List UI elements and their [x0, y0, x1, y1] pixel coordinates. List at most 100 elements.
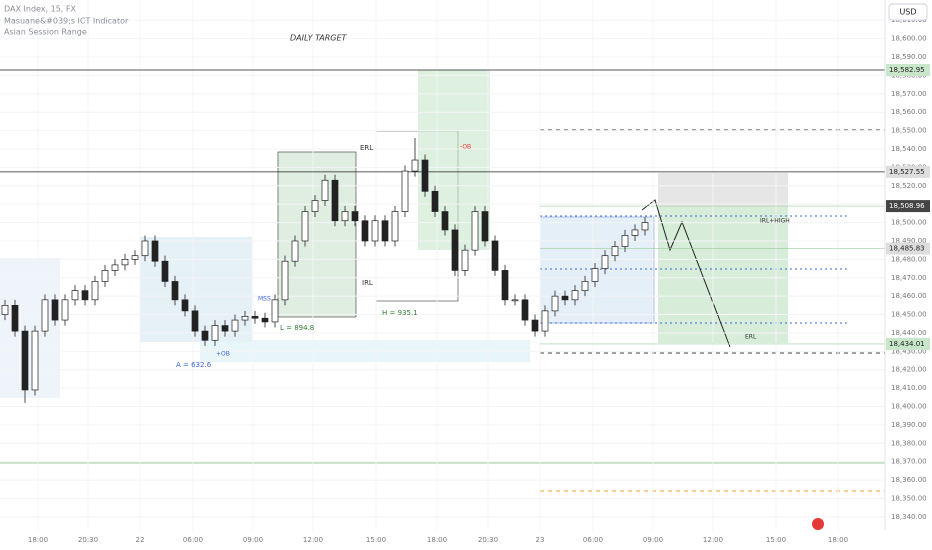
candle-body	[161, 260, 169, 282]
candle-body	[521, 299, 529, 321]
price-tag	[886, 63, 930, 76]
indicator: Asian Session Range	[4, 28, 87, 37]
candle-body	[511, 299, 519, 302]
y-tick-label: 18,420.00	[891, 366, 927, 374]
asian-range	[0, 258, 60, 398]
annotation: H = 935.1	[382, 309, 418, 317]
y-tick-label: 18,340.00	[891, 513, 927, 521]
candle-body	[581, 281, 589, 291]
candle-body	[171, 281, 179, 301]
candle-body	[31, 330, 39, 391]
y-tick-label: 18,380.00	[891, 439, 927, 447]
price-tag-label: 18,527.55	[889, 168, 925, 176]
candle-body	[381, 220, 389, 242]
y-tick-label: 18,500.00	[891, 219, 927, 227]
price-tag	[886, 337, 930, 350]
candle-body	[91, 281, 99, 301]
candle-body	[61, 299, 69, 321]
annotation: ERL	[745, 334, 757, 341]
risk-box	[658, 173, 788, 207]
candle-body	[81, 290, 89, 301]
candle-body	[261, 317, 269, 323]
axis: 18,340.00 18,350.00 18,360.00 18,370.00 18,3…	[28, 16, 930, 544]
x-tick-label: 15:00	[766, 536, 786, 544]
candle-body	[221, 325, 229, 332]
candle-body	[21, 330, 29, 391]
candle-body	[371, 220, 379, 242]
candle-body	[641, 222, 649, 231]
y-tick-label: 18,410.00	[891, 384, 927, 392]
y-tick-label: 18,430.00	[891, 347, 927, 355]
price-tag-label: 18,582.95	[889, 66, 925, 74]
target-box	[658, 207, 788, 343]
candle-body	[351, 211, 359, 222]
y-tick-label: 18,600.00	[891, 35, 927, 43]
candle-body	[421, 159, 429, 192]
x-tick-label: 20:30	[78, 536, 98, 544]
candle-body	[461, 249, 469, 271]
x-tick-label: 06:00	[183, 536, 203, 544]
range-box	[277, 151, 357, 318]
projection	[641, 199, 731, 348]
candle-body	[11, 305, 19, 332]
candle-body	[231, 319, 239, 332]
annotation: -OB	[460, 144, 471, 151]
x-tick-label: 20:30	[478, 536, 498, 544]
x-tick-label: 23	[536, 536, 545, 544]
price-axis	[885, 0, 932, 550]
candle-body	[191, 310, 199, 332]
annotation: DAILY TARGET	[290, 34, 348, 43]
candle-body	[181, 299, 189, 312]
candle-body	[361, 220, 369, 242]
candles	[1, 137, 649, 403]
candle-body	[101, 270, 109, 282]
x-tick-label: 09:00	[643, 536, 663, 544]
y-tick-label: 18,590.00	[891, 53, 927, 61]
candle-body	[251, 316, 259, 319]
y-tick-label: 18,400.00	[891, 403, 927, 411]
price-tag	[886, 165, 930, 178]
candle-body	[331, 179, 339, 222]
y-tick-label: 18,490.00	[891, 237, 927, 245]
candle-body	[631, 229, 639, 236]
annotation: IRL	[362, 279, 373, 287]
currency[interactable]: USD	[899, 8, 916, 17]
annotation: +OB	[216, 351, 230, 358]
candle-body	[141, 240, 149, 257]
annotation: L = 894.8	[280, 324, 314, 332]
candle-body	[151, 240, 159, 262]
candle-body	[491, 240, 499, 271]
candle-body	[441, 211, 449, 231]
price-tag-label: 18,485.83	[889, 245, 925, 253]
candle-body	[391, 211, 399, 242]
x-tick-label: 12:00	[303, 536, 323, 544]
y-tick-label: 18,390.00	[891, 421, 927, 429]
x-tick-label: 18:00	[828, 536, 848, 544]
levels	[0, 69, 885, 345]
currency-button[interactable]	[888, 3, 928, 21]
candle-body	[211, 325, 219, 341]
price-tag	[886, 242, 930, 255]
candle-body	[481, 211, 489, 242]
candle-body	[471, 211, 479, 251]
y-tick-label: 18,450.00	[891, 311, 927, 319]
event-icon[interactable]	[812, 518, 824, 530]
y-tick-label: 18,440.00	[891, 329, 927, 337]
candle-body	[1, 305, 9, 315]
y-tick-label: 18,470.00	[891, 274, 927, 282]
candle-body	[561, 295, 569, 301]
candle-body	[341, 211, 349, 222]
candle-body	[201, 330, 209, 341]
annotation: A = 632.6	[176, 361, 212, 369]
candle-body	[621, 235, 629, 247]
candle-body	[551, 295, 559, 312]
candle-body	[411, 159, 419, 172]
candle-body	[571, 290, 579, 301]
x-tick-label: 22	[136, 536, 145, 544]
candle-body	[131, 255, 139, 260]
grid	[0, 0, 885, 530]
zones	[0, 70, 885, 492]
candle-body	[51, 299, 59, 321]
annotation: IRL+HIGH	[760, 218, 790, 225]
